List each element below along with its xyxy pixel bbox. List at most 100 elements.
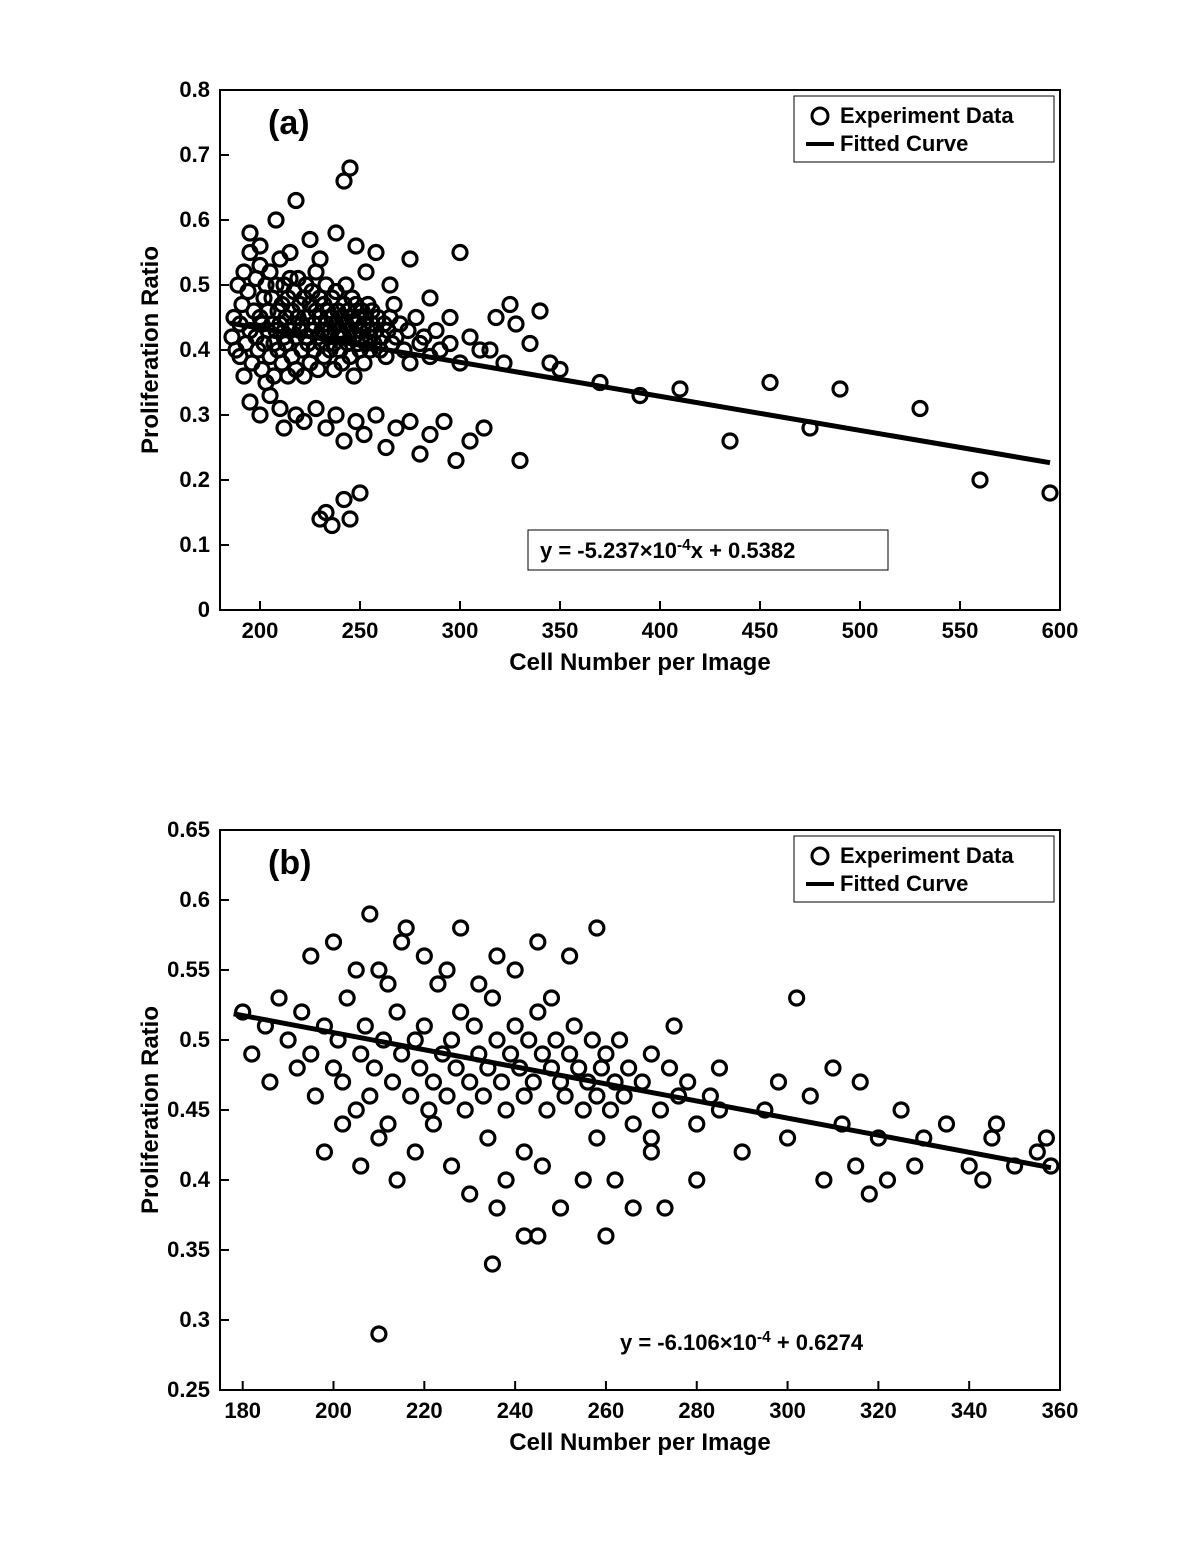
data-point [622,1061,636,1075]
data-point [329,226,343,240]
x-tick-label: 300 [769,1398,806,1423]
data-point [263,389,277,403]
chart-a-svg: 20025030035040045050055060000.10.20.30.4… [110,70,1090,690]
data-point [817,1173,831,1187]
data-point [309,402,323,416]
data-point [273,402,287,416]
data-point [422,1103,436,1117]
data-point [563,1047,577,1061]
data-point [763,376,777,390]
data-point [404,1089,418,1103]
data-point [489,311,503,325]
data-point [599,1047,613,1061]
data-point [423,291,437,305]
data-point [544,991,558,1005]
data-point [549,1033,563,1047]
data-point [253,408,267,422]
data-point [567,1019,581,1033]
data-point [849,1159,863,1173]
data-point [263,1075,277,1089]
data-point [513,454,527,468]
data-point [690,1117,704,1131]
data-point [803,1089,817,1103]
data-point [608,1173,622,1187]
data-point [517,1229,531,1243]
legend-item-label: Fitted Curve [840,131,968,156]
data-point [245,1047,259,1061]
data-point [603,1103,617,1117]
data-point [431,977,445,991]
data-point [690,1173,704,1187]
data-point [477,421,491,435]
y-axis-label: Proliferation Ratio [137,246,164,454]
data-point [363,907,377,921]
data-point [523,337,537,351]
data-point [508,1019,522,1033]
x-tick-label: 340 [951,1398,988,1423]
data-point [463,1187,477,1201]
data-point [771,1075,785,1089]
fitted-line [234,1014,1051,1168]
data-point [340,991,354,1005]
data-point [308,1089,322,1103]
legend-item-label: Experiment Data [840,843,1014,868]
y-tick-label: 0 [198,597,210,622]
data-point [576,1173,590,1187]
data-point [381,977,395,991]
equation-text: y = -6.106×10-4 + 0.6274 [620,1329,864,1356]
data-point [1043,486,1057,500]
y-tick-label: 0.5 [179,1027,210,1052]
data-point [476,1089,490,1103]
data-point [862,1187,876,1201]
data-point [517,1145,531,1159]
data-point [973,473,987,487]
data-point [369,408,383,422]
x-tick-label: 360 [1042,1398,1079,1423]
data-point [453,246,467,260]
data-point [413,447,427,461]
data-point [440,963,454,977]
y-tick-label: 0.3 [179,1307,210,1332]
data-point [483,343,497,357]
x-tick-label: 450 [742,618,779,643]
data-point [272,991,286,1005]
data-point [962,1159,976,1173]
data-point [673,382,687,396]
data-point [445,1159,459,1173]
x-tick-label: 400 [642,618,679,643]
data-point [243,226,257,240]
data-point [463,330,477,344]
data-point [372,1327,386,1341]
data-point [443,311,457,325]
data-point [663,1061,677,1075]
data-point [317,1145,331,1159]
data-point [303,233,317,247]
data-point [504,1047,518,1061]
data-point [880,1173,894,1187]
data-point [572,1061,586,1075]
data-point [853,1075,867,1089]
data-point [349,963,363,977]
axis-box [220,830,1060,1390]
data-point [485,1257,499,1271]
data-point [644,1047,658,1061]
data-point [403,252,417,266]
y-tick-label: 0.4 [179,1167,210,1192]
equation-box: y = -5.237×10-4x + 0.5382 [528,530,888,570]
data-point [327,1061,341,1075]
data-point [599,1229,613,1243]
data-point [426,1117,440,1131]
data-point [509,317,523,331]
data-point [359,265,373,279]
legend: Experiment DataFitted Curve [794,96,1054,162]
panel-label: (b) [268,844,311,882]
data-point [349,239,363,253]
data-point [781,1131,795,1145]
x-tick-label: 600 [1042,618,1079,643]
data-point [481,1131,495,1145]
data-point [454,1005,468,1019]
data-point [281,1033,295,1047]
data-point [472,977,486,991]
data-point [490,1201,504,1215]
data-point [381,1117,395,1131]
